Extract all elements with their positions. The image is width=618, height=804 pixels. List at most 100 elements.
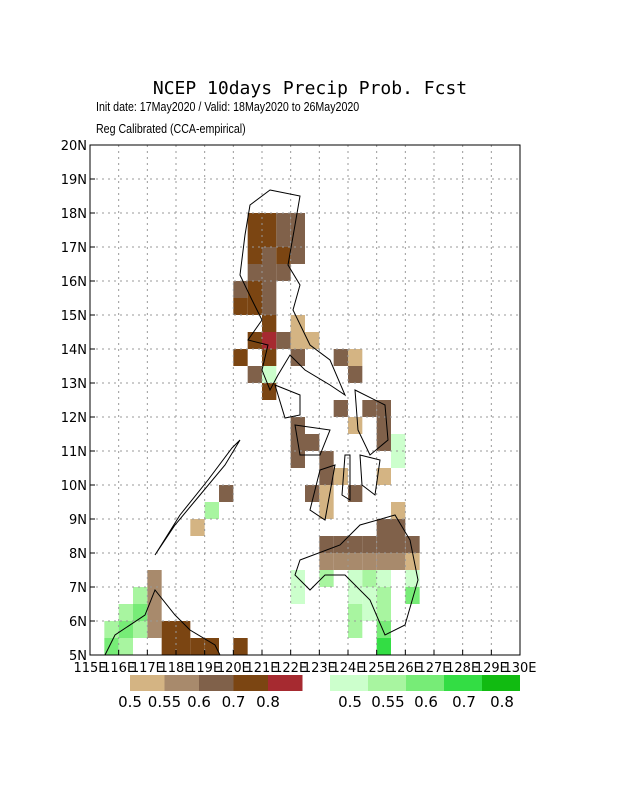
legend-label: 0.5: [338, 693, 362, 711]
coastlines: [104, 189, 419, 656]
prob-cell: [161, 638, 176, 655]
prob-cell: [391, 519, 406, 536]
legend-swatch: [199, 675, 234, 691]
prob-cell: [376, 570, 391, 587]
x-tick-label: 118E: [159, 661, 192, 676]
y-tick-label: 5N: [69, 649, 87, 664]
legend-label: 0.5: [118, 693, 142, 711]
prob-cell: [276, 247, 291, 264]
prob-cell: [262, 281, 277, 298]
prob-cell: [176, 621, 191, 638]
prob-cell: [233, 638, 248, 655]
prob-cell: [348, 536, 363, 553]
x-tick-label: 115E: [73, 661, 106, 676]
prob-cell: [391, 553, 406, 570]
prob-cell: [362, 400, 377, 417]
prob-cell: [333, 553, 348, 570]
legend-swatch: [233, 675, 268, 691]
prob-cell: [391, 536, 406, 553]
prob-cell: [104, 621, 119, 638]
prob-cell: [348, 604, 363, 621]
coastline: [239, 189, 347, 397]
prob-cell: [247, 213, 262, 230]
prob-cell: [204, 502, 219, 519]
prob-cell: [348, 417, 363, 434]
prob-cell: [262, 230, 277, 247]
legend-label: 0.8: [256, 693, 280, 711]
x-tick-label: 122E: [274, 661, 307, 676]
x-tick-label: 123E: [303, 661, 336, 676]
coastline: [294, 514, 419, 636]
x-tick-label: 130E: [503, 661, 536, 676]
y-tick-label: 13N: [61, 377, 87, 392]
prob-cell: [305, 485, 320, 502]
prob-cell: [290, 332, 305, 349]
prob-cell: [247, 332, 262, 349]
prob-cell: [147, 570, 162, 587]
legend-label: 0.6: [414, 693, 438, 711]
y-tick-label: 14N: [61, 343, 87, 358]
prob-cell: [190, 638, 205, 655]
prob-cell: [233, 281, 248, 298]
prob-cell: [376, 434, 391, 451]
y-tick-label: 7N: [69, 581, 87, 596]
prob-cell: [262, 213, 277, 230]
prob-cell: [348, 553, 363, 570]
prob-cell: [405, 587, 420, 604]
y-tick-label: 16N: [61, 275, 87, 290]
coastline: [354, 389, 389, 456]
legend: 0.5 0.55 0.6 0.7 0.8 0.5 0.55 0.6 0.7 0.8: [118, 675, 520, 711]
legend-swatch: [368, 675, 406, 691]
prob-cell: [376, 621, 391, 638]
prob-cell: [147, 604, 162, 621]
prob-cell: [305, 434, 320, 451]
prob-cell: [276, 264, 291, 281]
subtitle: Reg Calibrated (CCA-empirical): [96, 121, 246, 136]
legend-label: 0.55: [371, 693, 404, 711]
prob-cell: [118, 604, 133, 621]
x-tick-label: 116E: [102, 661, 135, 676]
prob-cell: [262, 298, 277, 315]
prob-cell: [290, 247, 305, 264]
prob-cell: [376, 468, 391, 485]
plot-frame: [89, 144, 521, 656]
prob-cell: [348, 349, 363, 366]
legend-swatch: [406, 675, 444, 691]
legend-label: 0.6: [187, 693, 211, 711]
prob-cell: [376, 400, 391, 417]
prob-cell: [262, 315, 277, 332]
prob-cell: [276, 332, 291, 349]
prob-cell: [118, 621, 133, 638]
prob-cell: [133, 621, 148, 638]
prob-cell: [319, 553, 334, 570]
prob-cell: [333, 468, 348, 485]
y-tick-label: 19N: [61, 173, 87, 188]
prob-cell: [319, 468, 334, 485]
prob-cell: [376, 553, 391, 570]
prob-cell: [133, 587, 148, 604]
prob-cell: [319, 485, 334, 502]
prob-cell: [290, 213, 305, 230]
y-tick-label: 11N: [61, 445, 87, 460]
prob-cell: [362, 553, 377, 570]
x-tick-label: 125E: [360, 661, 393, 676]
prob-cell: [319, 451, 334, 468]
y-tick-label: 12N: [61, 411, 87, 426]
prob-cell: [276, 213, 291, 230]
prob-cell: [405, 536, 420, 553]
prob-cell: [262, 264, 277, 281]
prob-cell: [118, 638, 133, 655]
prob-cell: [276, 230, 291, 247]
x-tick-label: 128E: [446, 661, 479, 676]
legend-label: 0.7: [452, 693, 476, 711]
prob-cell: [405, 570, 420, 587]
prob-cell: [362, 536, 377, 553]
prob-cell: [362, 587, 377, 604]
prob-cell: [405, 553, 420, 570]
coastline: [104, 589, 221, 656]
prob-cell: [305, 332, 320, 349]
y-tick-label: 18N: [61, 207, 87, 222]
prob-cell: [262, 383, 277, 400]
y-tick-label: 9N: [69, 513, 87, 528]
prob-cell: [348, 621, 363, 638]
